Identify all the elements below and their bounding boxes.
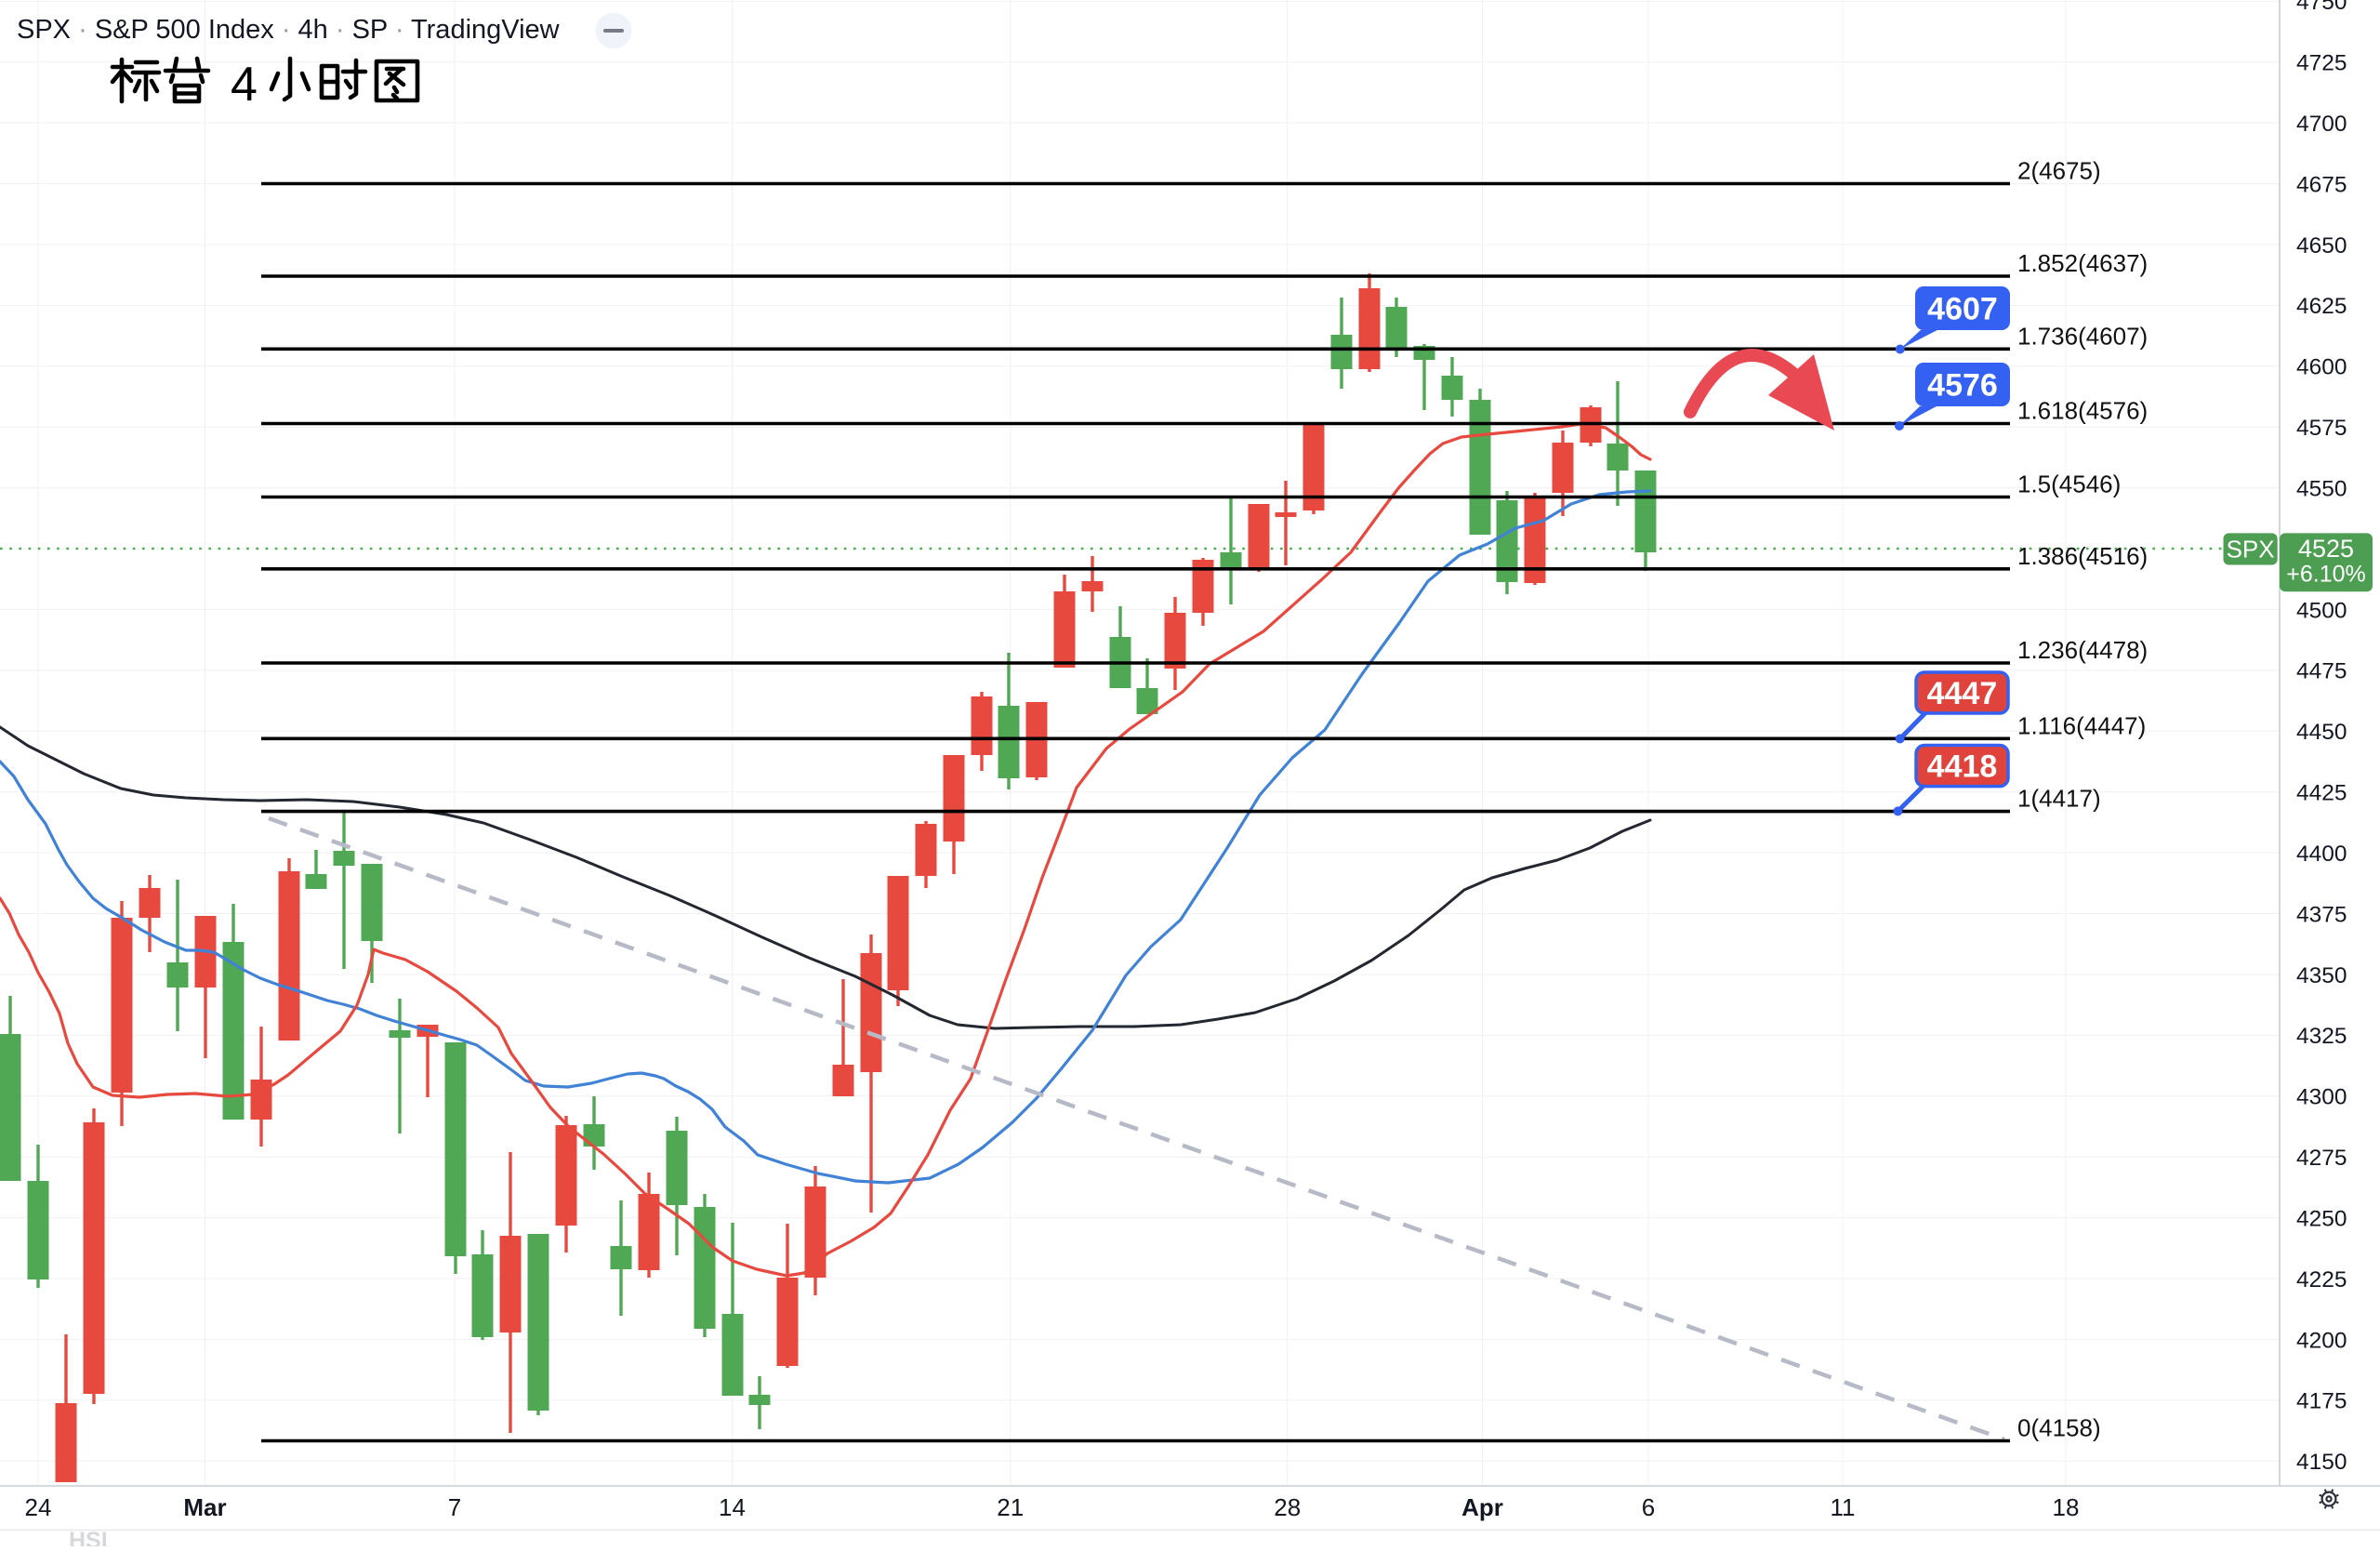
svg-text:4625: 4625 <box>2296 294 2347 319</box>
svg-text:SPX · S&P 500 Index · 4h · SP: SPX · S&P 500 Index · 4h · SP · TradingV… <box>17 15 561 45</box>
svg-text:4575: 4575 <box>2296 416 2347 441</box>
svg-text:+6.10%: +6.10% <box>2286 562 2366 588</box>
svg-text:4418: 4418 <box>1927 749 1998 785</box>
svg-text:1(4417): 1(4417) <box>2017 785 2101 813</box>
svg-text:1.116(4447): 1.116(4447) <box>2017 711 2146 739</box>
svg-text:4350: 4350 <box>2296 963 2347 988</box>
svg-text:4325: 4325 <box>2296 1024 2347 1049</box>
svg-text:4725: 4725 <box>2296 51 2347 76</box>
svg-text:4275: 4275 <box>2296 1146 2347 1171</box>
svg-text:4675: 4675 <box>2296 172 2347 197</box>
svg-text:18: 18 <box>2053 1493 2080 1521</box>
svg-text:4400: 4400 <box>2296 842 2347 867</box>
svg-text:HSI: HSI <box>69 1528 108 1546</box>
svg-text:1.618(4576): 1.618(4576) <box>2017 397 2148 425</box>
svg-text:SPX: SPX <box>2227 536 2275 563</box>
svg-text:0(4158): 0(4158) <box>2017 1414 2101 1442</box>
svg-text:4500: 4500 <box>2296 598 2347 623</box>
svg-text:4: 4 <box>231 58 258 112</box>
svg-text:4250: 4250 <box>2296 1206 2347 1231</box>
svg-text:1.386(4516): 1.386(4516) <box>2017 542 2148 570</box>
svg-text:21: 21 <box>997 1493 1024 1521</box>
svg-text:4550: 4550 <box>2296 476 2347 501</box>
svg-text:4225: 4225 <box>2296 1267 2347 1292</box>
svg-text:1.736(4607): 1.736(4607) <box>2017 322 2148 350</box>
svg-text:28: 28 <box>1274 1493 1301 1521</box>
svg-text:24: 24 <box>25 1493 52 1521</box>
svg-text:4450: 4450 <box>2296 720 2347 745</box>
svg-text:4175: 4175 <box>2296 1389 2347 1414</box>
svg-text:7: 7 <box>448 1493 461 1521</box>
svg-text:4375: 4375 <box>2296 902 2347 927</box>
svg-text:1.5(4546): 1.5(4546) <box>2017 471 2121 498</box>
svg-text:4700: 4700 <box>2296 112 2347 137</box>
svg-text:Mar: Mar <box>183 1493 226 1521</box>
svg-text:4425: 4425 <box>2296 781 2347 806</box>
svg-text:2(4675): 2(4675) <box>2017 157 2101 185</box>
svg-text:4150: 4150 <box>2296 1450 2347 1475</box>
svg-text:6: 6 <box>1642 1493 1655 1521</box>
svg-text:4576: 4576 <box>1927 368 1998 404</box>
svg-text:4600: 4600 <box>2296 355 2347 380</box>
svg-text:4650: 4650 <box>2296 233 2347 258</box>
svg-text:4607: 4607 <box>1927 292 1998 327</box>
svg-text:4475: 4475 <box>2296 659 2347 684</box>
svg-text:Apr: Apr <box>1461 1493 1503 1521</box>
svg-text:4300: 4300 <box>2296 1085 2347 1110</box>
svg-text:4525: 4525 <box>2298 535 2354 563</box>
svg-text:11: 11 <box>1831 1493 1856 1521</box>
svg-text:1.852(4637): 1.852(4637) <box>2017 249 2148 277</box>
svg-text:1.236(4478): 1.236(4478) <box>2017 636 2148 664</box>
svg-text:4200: 4200 <box>2296 1328 2347 1353</box>
svg-text:4447: 4447 <box>1927 676 1998 711</box>
svg-text:14: 14 <box>719 1493 746 1521</box>
svg-text:4750: 4750 <box>2296 0 2347 15</box>
